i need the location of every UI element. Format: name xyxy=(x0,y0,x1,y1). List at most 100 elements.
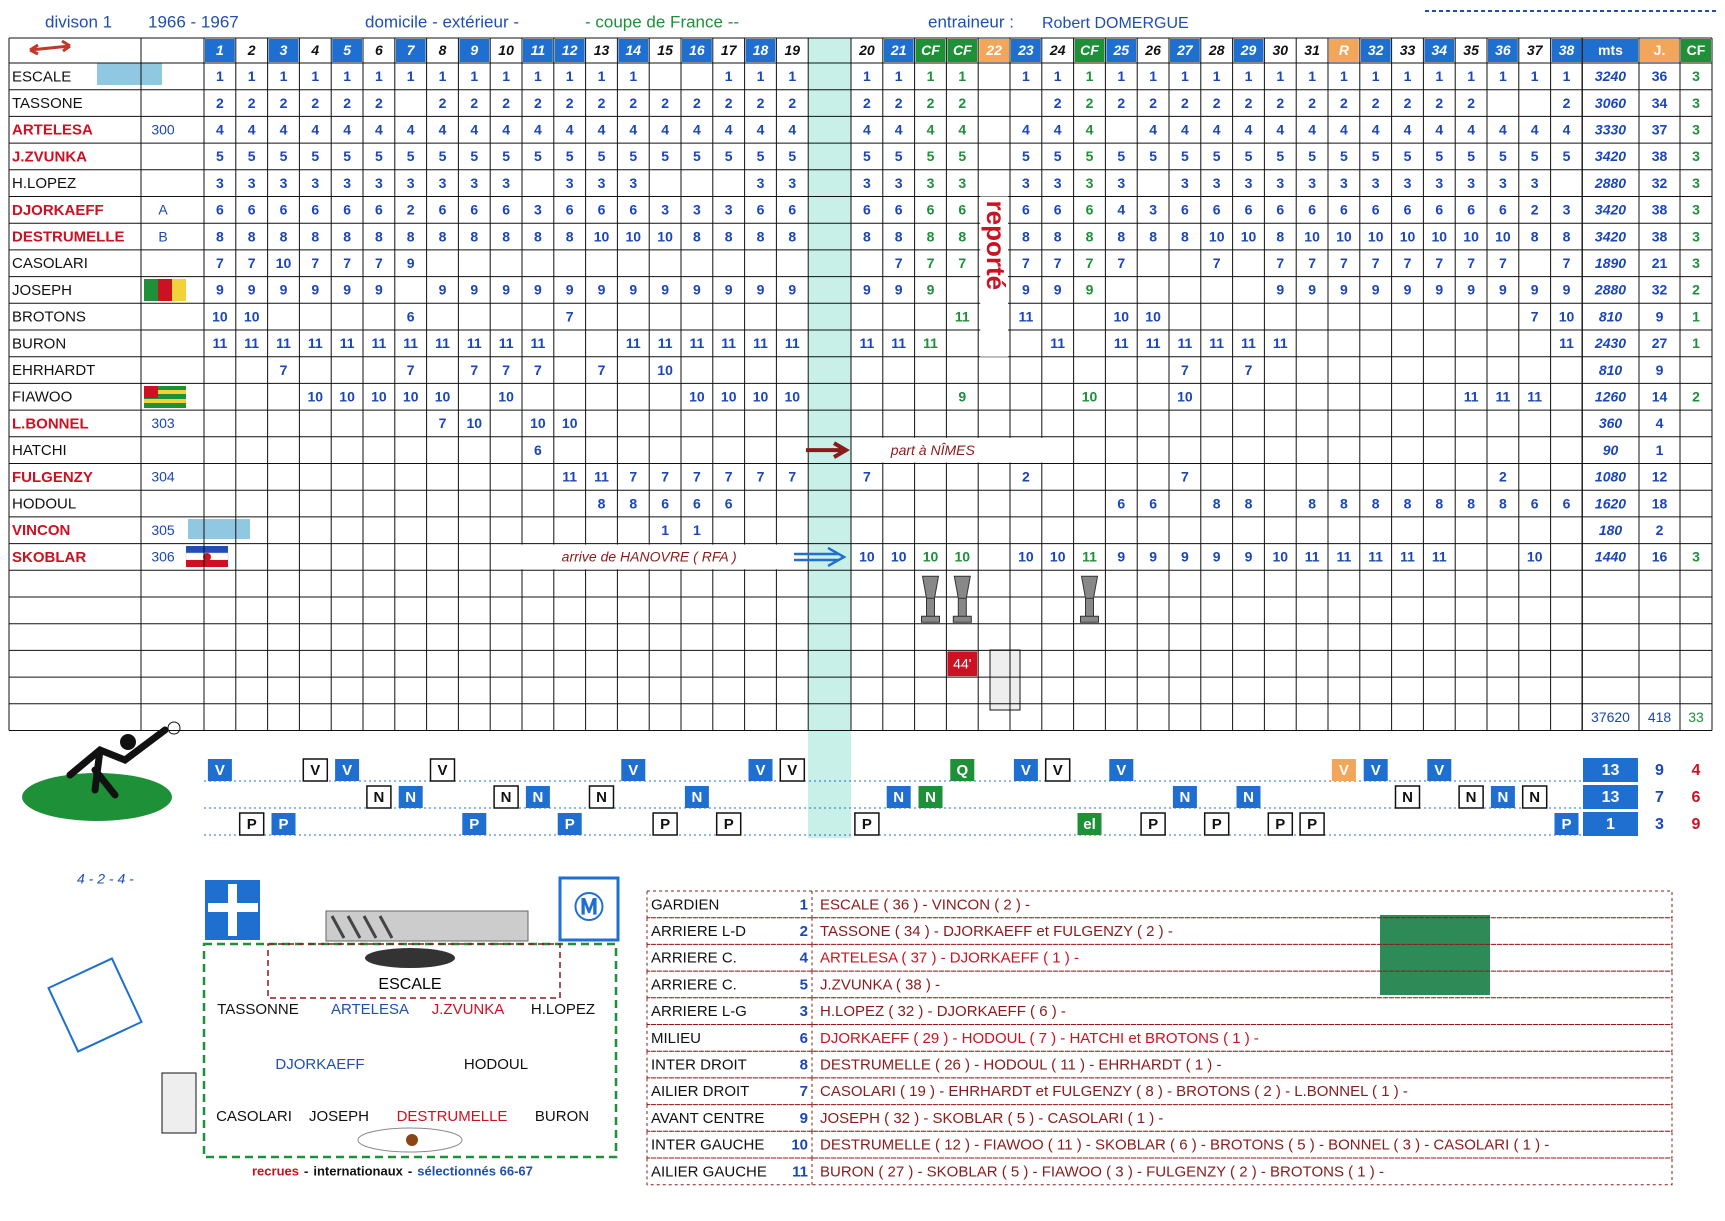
cell-value: 7 xyxy=(1340,255,1348,271)
transfer-arrow xyxy=(806,441,850,459)
cell-value: 6 xyxy=(788,202,796,218)
cell-value: 2 xyxy=(693,95,701,111)
cell-value: 2 xyxy=(311,95,319,111)
cell-value: 6 xyxy=(895,202,903,218)
cell-value: 8 xyxy=(1531,228,1539,244)
position-role: GARDIEN xyxy=(651,896,719,913)
trophy xyxy=(1080,575,1099,623)
cell-value: 7 xyxy=(1563,255,1571,271)
cell-value: 11 xyxy=(1305,549,1320,565)
result-letter: P xyxy=(278,816,288,833)
coach-label: entraineur : xyxy=(928,12,1014,31)
position-role: AILIER GAUCHE xyxy=(651,1163,767,1180)
cell-value: 4 xyxy=(693,121,701,137)
cell-value: 11 xyxy=(1082,549,1097,565)
cell-value: 9 xyxy=(725,282,733,298)
position-role: INTER GAUCHE xyxy=(651,1137,764,1154)
result-letter: N xyxy=(1179,789,1190,806)
cell-value: 10 xyxy=(1273,549,1289,565)
cell-value: 3 xyxy=(1181,175,1189,191)
cell-value: 11 xyxy=(435,335,450,351)
position-players: BURON ( 27 ) - SKOBLAR ( 5 ) - FIAWOO ( … xyxy=(820,1163,1384,1180)
result-letter: N xyxy=(1402,789,1413,806)
cell-value: 4 xyxy=(1340,121,1348,137)
cell-value: 2 xyxy=(1563,95,1571,111)
summary-value: 360 xyxy=(1599,415,1623,431)
cell-value: 3 xyxy=(1531,175,1539,191)
cell-value: 3 xyxy=(375,175,383,191)
cell-value: 7 xyxy=(1308,255,1316,271)
column-label: 28 xyxy=(1208,42,1225,58)
cell-value: 2 xyxy=(1404,95,1412,111)
cell-value: 4 xyxy=(216,121,224,137)
result-box xyxy=(886,786,911,808)
cell-value: 7 xyxy=(1404,255,1412,271)
cell-value: 8 xyxy=(248,228,256,244)
summary-value: 3420 xyxy=(1595,228,1626,244)
referee-icon xyxy=(161,1072,197,1134)
header-cell xyxy=(1424,39,1455,62)
summary-value: 1 xyxy=(1656,442,1664,458)
result-box xyxy=(1267,812,1294,836)
trophy xyxy=(921,575,940,623)
cell-value: 10 xyxy=(859,549,875,565)
result-box xyxy=(557,813,582,835)
pitch-player: DESTRUMELLE xyxy=(397,1108,508,1125)
result-box xyxy=(1299,812,1325,836)
cell-value: 1 xyxy=(311,68,319,84)
pitch-player: CASOLARI xyxy=(216,1108,292,1125)
cell-value: 11 xyxy=(891,335,906,351)
cell-value: 8 xyxy=(895,228,903,244)
cell-value: 1 xyxy=(1181,68,1189,84)
result-summary: 1 xyxy=(1606,816,1615,833)
cell-value: 4 xyxy=(1054,121,1062,137)
position-number: 10 xyxy=(791,1137,808,1154)
cell-value: 1 xyxy=(407,68,415,84)
flag-yugoslavia xyxy=(185,546,229,567)
cell-value: 7 xyxy=(661,469,669,485)
cell-value: 4 xyxy=(343,121,351,137)
result-summary: 7 xyxy=(1655,789,1664,806)
summary-value: 3 xyxy=(1692,95,1700,111)
summary-value: 3 xyxy=(1692,228,1700,244)
cell-value: 4 xyxy=(407,121,415,137)
cell-value: 6 xyxy=(1467,202,1475,218)
cell-value: 11 xyxy=(658,335,673,351)
column-label: 3 xyxy=(280,42,288,58)
cell-value: 10 xyxy=(1400,228,1416,244)
player-name: HATCHI xyxy=(12,442,67,459)
cell-value: 5 xyxy=(1308,148,1316,164)
flag-togo xyxy=(144,386,186,408)
position-role: MILIEU xyxy=(651,1030,701,1047)
cell-value: 8 xyxy=(1086,228,1094,244)
cell-value: 2 xyxy=(1435,95,1443,111)
summary-value: 3 xyxy=(1692,549,1700,565)
cell-value: 6 xyxy=(470,202,478,218)
cell-value: 11 xyxy=(530,335,545,351)
result-letter: N xyxy=(532,789,543,806)
cell-value: 4 xyxy=(1213,121,1221,137)
transfer-out-note: part à NÎMES xyxy=(890,442,976,458)
result-letter: V xyxy=(628,762,638,779)
cell-value: 10 xyxy=(1559,308,1575,324)
cell-value: 3 xyxy=(757,175,765,191)
result-box xyxy=(1394,785,1421,809)
cell-value: 3 xyxy=(502,175,510,191)
cell-value: 2 xyxy=(1022,469,1030,485)
cell-value: 7 xyxy=(1086,255,1094,271)
summary-value: 3 xyxy=(1692,175,1700,191)
column-label: 22 xyxy=(985,42,1002,58)
cell-value: 9 xyxy=(502,282,510,298)
header-cell xyxy=(1074,39,1105,62)
position-role: ARRIERE L-G xyxy=(651,1003,747,1020)
pitch-player: DJORKAEFF xyxy=(275,1056,364,1073)
total-value: 33 xyxy=(1688,709,1704,725)
cell-value: 7 xyxy=(470,362,478,378)
summary-box xyxy=(1583,785,1638,809)
om-logo: Ⓜ xyxy=(574,892,604,925)
cell-value: 4 xyxy=(311,121,319,137)
cell-value: 8 xyxy=(280,228,288,244)
cell-value: 8 xyxy=(725,228,733,244)
cell-value: 6 xyxy=(343,202,351,218)
home-away: domicile - extérieur - xyxy=(365,12,519,31)
